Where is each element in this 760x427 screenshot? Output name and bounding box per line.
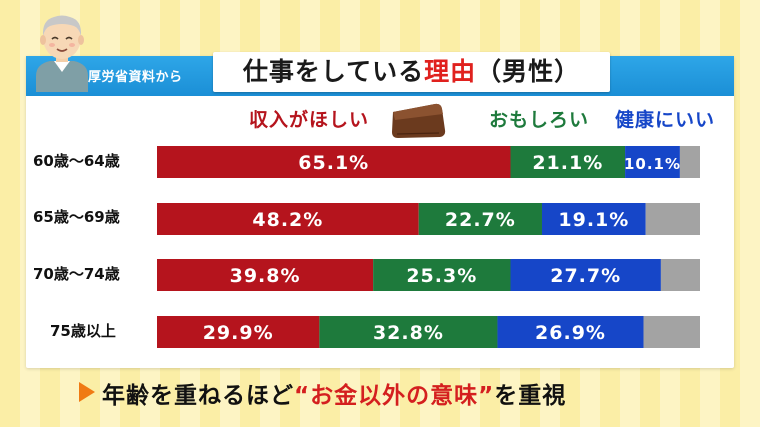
bar-label-health-65-69: 19.1% [558, 209, 629, 231]
bar-interesting-70-74 [373, 259, 511, 291]
elderly-man-icon [36, 15, 88, 92]
row-label-75plus: 75歳以上 [50, 322, 116, 340]
bar-label-interesting-75plus: 32.8% [373, 322, 444, 344]
bar-label-health-60-64: 10.1% [624, 155, 681, 173]
bar-label-health-75plus: 26.9% [535, 322, 606, 344]
bar-other-70-74 [660, 259, 700, 291]
row-label-70-74: 70歳～74歳 [33, 265, 120, 283]
bar-other-60-64 [679, 146, 700, 178]
bar-other-65-69 [645, 203, 700, 235]
bar-label-income-60-64: 65.1% [298, 152, 369, 174]
bar-income-60-64 [157, 146, 511, 178]
bar-income-65-69 [157, 203, 419, 235]
title-text: 仕事をしている [242, 57, 425, 86]
bar-interesting-65-69 [418, 203, 542, 235]
bar-interesting-75plus [319, 316, 498, 348]
bar-label-income-70-74: 39.8% [230, 265, 301, 287]
arrow-icon [79, 382, 95, 402]
bar-label-health-70-74: 27.7% [550, 265, 621, 287]
bar-label-interesting-70-74: 25.3% [406, 265, 477, 287]
bar-health-75plus [497, 316, 644, 348]
bar-health-70-74 [510, 259, 661, 291]
legend-interesting: おもしろい [489, 109, 590, 131]
legend-income: 収入がほしい [249, 109, 370, 131]
wallet-icon [392, 103, 446, 138]
footer-suffix: を重視 [494, 383, 567, 409]
bar-health-60-64 [625, 146, 680, 178]
legend-health: 健康にいい [615, 109, 716, 131]
bar-label-interesting-60-64: 21.1% [532, 152, 603, 174]
title-box [213, 52, 610, 92]
footer-text: 年齢を重ねるほど [102, 383, 294, 409]
footer-highlight: “お金以外の意味” [294, 383, 495, 409]
footer-caption: 年齢を重ねるほど“お金以外の意味”を重視 [102, 376, 566, 410]
title-highlight: 理由 [424, 57, 477, 86]
title-suffix: （男性） [476, 57, 581, 86]
row-label-65-69: 65歳～69歳 [33, 208, 120, 226]
bar-label-interesting-65-69: 22.7% [445, 209, 516, 231]
page-title: 仕事をしている理由（男性） [213, 52, 610, 92]
bar-label-income-75plus: 29.9% [203, 322, 274, 344]
bar-interesting-60-64 [510, 146, 626, 178]
bar-health-65-69 [541, 203, 646, 235]
source-label: 厚労省資料から [88, 70, 183, 85]
bar-income-70-74 [157, 259, 374, 291]
bar-other-75plus [643, 316, 700, 348]
bar-label-income-65-69: 48.2% [252, 209, 323, 231]
bar-income-75plus [157, 316, 320, 348]
row-label-60-64: 60歳～64歳 [33, 152, 120, 170]
